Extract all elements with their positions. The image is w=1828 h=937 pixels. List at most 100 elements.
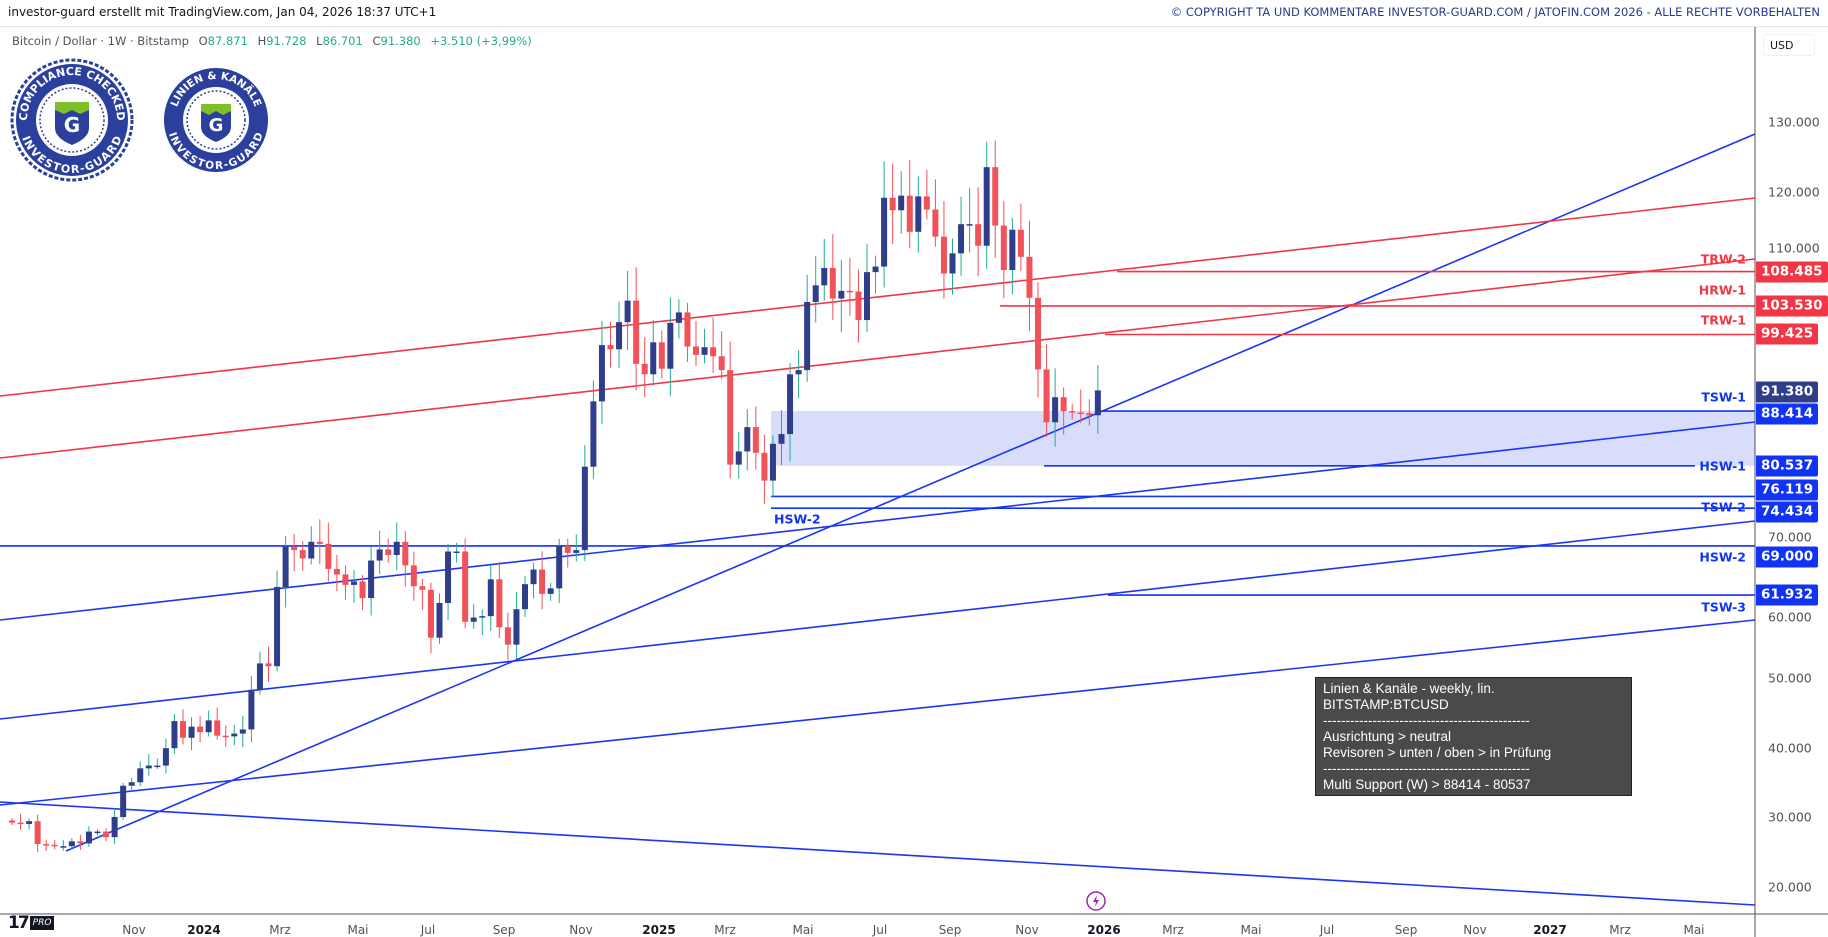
candle: [171, 713, 178, 755]
candle: [1009, 217, 1016, 295]
candle-body: [17, 822, 24, 825]
candle: [17, 813, 24, 830]
candle: [975, 187, 982, 277]
analysis-note-box[interactable]: Linien & Kanäle - weekly, lin. BITSTAMP:…: [1315, 677, 1632, 796]
note-alignment: Ausrichtung > neutral: [1323, 729, 1451, 744]
candle: [453, 542, 460, 563]
time-tick: Mai: [1683, 923, 1705, 937]
candle-body: [282, 546, 289, 587]
symbol-name[interactable]: Bitcoin / Dollar · 1W · Bitstamp: [12, 34, 189, 48]
price-tick: 120.000: [1768, 184, 1820, 199]
candle-body: [590, 401, 597, 467]
candle-body: [180, 721, 186, 738]
candle: [1026, 220, 1033, 332]
candle: [889, 163, 896, 245]
candle-body: [1009, 229, 1016, 271]
top-bar: investor-guard erstellt mit TradingView.…: [0, 0, 1828, 27]
candle: [727, 341, 734, 479]
candle: [641, 337, 648, 398]
candle: [325, 522, 332, 582]
candle: [804, 274, 811, 382]
candle: [522, 576, 528, 617]
candle-body: [137, 768, 144, 783]
candle: [222, 725, 229, 747]
candle: [590, 380, 597, 479]
candle: [154, 758, 161, 770]
candle: [427, 582, 434, 654]
candle: [359, 575, 366, 611]
candle: [872, 255, 879, 294]
candle-body: [898, 195, 905, 211]
high-value: 91.728: [266, 34, 307, 48]
currency-selector[interactable]: USD: [1763, 34, 1815, 56]
candle: [137, 761, 144, 786]
candle-body: [1086, 413, 1093, 416]
candle: [906, 159, 913, 249]
candle-body: [829, 267, 836, 299]
candle: [274, 570, 281, 672]
candle: [650, 319, 657, 386]
candle: [299, 541, 306, 571]
candle: [120, 782, 127, 820]
candle: [1043, 344, 1050, 437]
tradingview-mark-icon: 17: [8, 913, 30, 933]
candle: [436, 593, 443, 644]
candle-body: [940, 236, 947, 274]
candle: [316, 519, 323, 565]
candle-body: [376, 549, 383, 561]
time-tick: Nov: [1463, 923, 1487, 937]
price-badge-hsw-1: 80.537: [1756, 455, 1819, 477]
candle-body: [530, 569, 537, 585]
candle-body: [1043, 369, 1050, 423]
support-zone: [771, 411, 1755, 466]
candle-body: [504, 627, 511, 645]
candle: [479, 609, 486, 636]
candle-body: [693, 346, 699, 355]
candle: [162, 738, 169, 774]
candle: [77, 834, 84, 851]
candle-body: [445, 551, 452, 603]
candle: [1000, 201, 1007, 299]
tradingview-logo[interactable]: 17 PRO: [8, 913, 55, 933]
price-tick: 30.000: [1768, 809, 1812, 825]
candle: [744, 409, 751, 471]
time-tick: Mai: [1240, 923, 1262, 937]
candle-body: [145, 765, 152, 769]
candle-body: [752, 427, 759, 453]
candle: [351, 569, 357, 603]
candle-body: [1052, 397, 1059, 423]
candle: [778, 410, 785, 466]
candle: [1094, 365, 1101, 435]
candle-body: [171, 721, 178, 749]
candle-body: [701, 347, 708, 355]
candle-body: [325, 543, 332, 569]
candle-body: [60, 846, 67, 848]
candle-body: [821, 267, 828, 286]
candle-body: [427, 589, 434, 638]
candle-body: [103, 831, 110, 838]
candle: [308, 526, 315, 565]
lightning-event-icon[interactable]: [1086, 891, 1106, 911]
candle-body: [718, 356, 725, 371]
candle: [1060, 387, 1067, 435]
candle: [556, 538, 563, 604]
note-multi-support: Multi Support (W) > 88414 - 80537: [1323, 777, 1531, 792]
price-badge-hrw-1: 103.530: [1756, 295, 1828, 317]
price-badge-hsw-2: 76.119: [1756, 479, 1819, 501]
candle-body: [684, 312, 691, 347]
candle: [85, 826, 92, 848]
candle: [188, 717, 195, 751]
candle: [846, 257, 853, 317]
candle: [504, 612, 511, 661]
candle: [248, 675, 255, 742]
candle-body: [479, 616, 486, 618]
candle: [1069, 403, 1076, 421]
candle-body: [393, 541, 400, 555]
candle: [470, 604, 477, 629]
candle: [145, 754, 152, 776]
candle-body: [111, 817, 118, 838]
candle: [410, 551, 417, 601]
candle: [419, 578, 426, 611]
time-tick: 2025: [642, 923, 676, 937]
